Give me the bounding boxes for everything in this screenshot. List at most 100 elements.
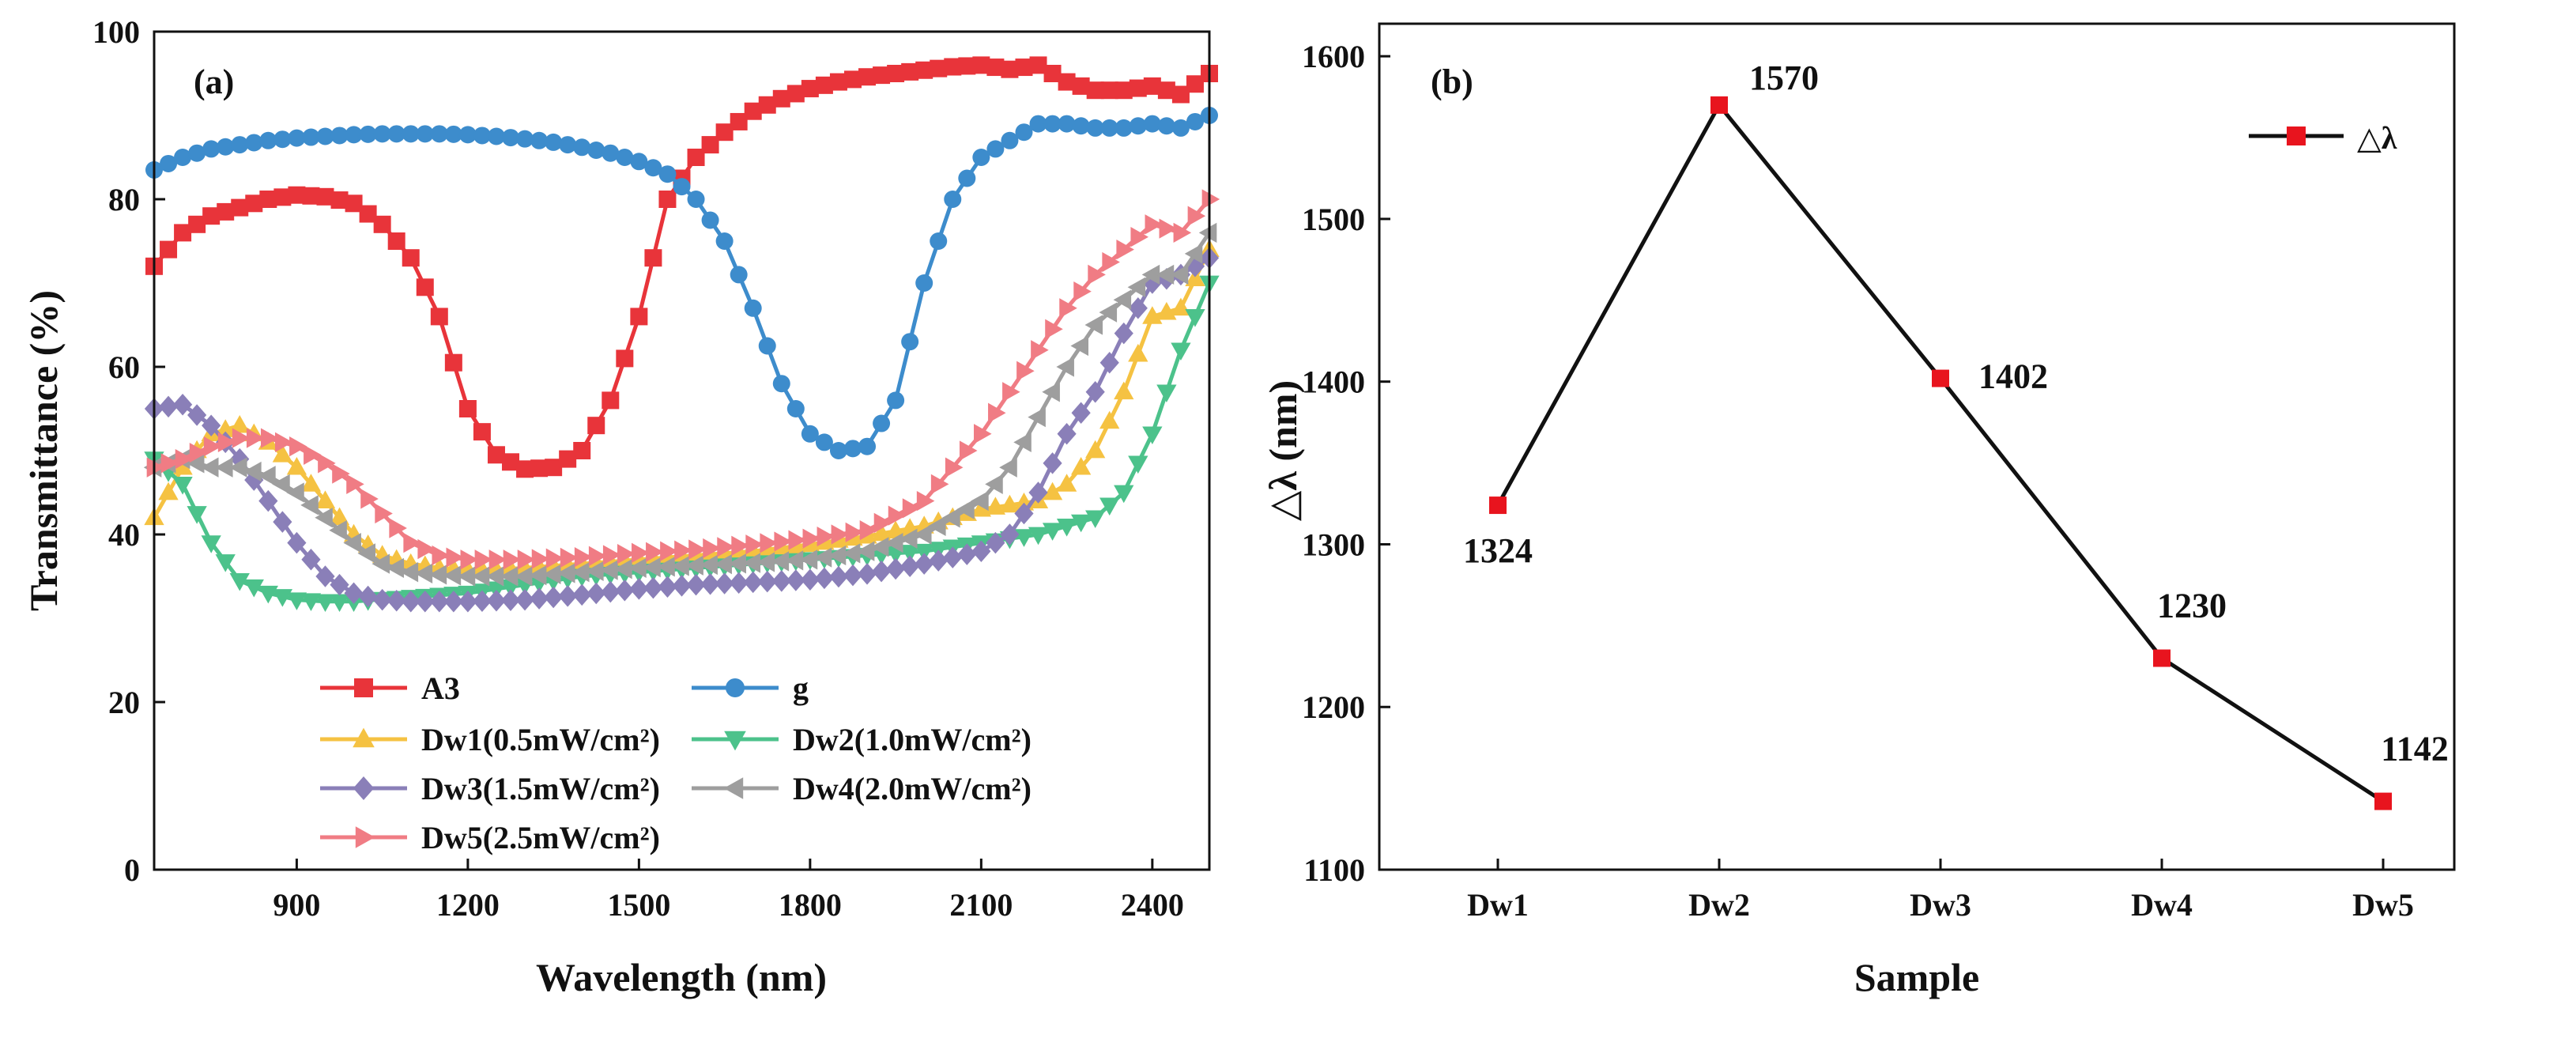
data-point-dw3-1-5mw-cm xyxy=(244,469,264,491)
data-point-g xyxy=(345,126,363,144)
data-point-g xyxy=(473,126,491,145)
data-label-dw2: 1570 xyxy=(1749,59,1819,97)
data-point-dw3-1-5mw-cm xyxy=(743,571,763,594)
data-point-dw3-1-5mw-cm xyxy=(1099,351,1119,374)
series-delta-lambda: 1324 1570 1402 1230 1142 xyxy=(1463,59,2449,810)
data-point-dw5-2-5mw-cm xyxy=(788,530,807,550)
panel-a-y-tick-label: 80 xyxy=(108,182,140,217)
data-point-dw5-2-5mw-cm xyxy=(403,532,421,553)
legend-label: Dw2(1.0mW/cm²) xyxy=(793,722,1032,757)
data-point-dw3-1-5mw-cm xyxy=(586,582,606,605)
data-point-dw1-0-5mw-cm xyxy=(1128,343,1148,362)
panel-a-x-axis-title: Wavelength (nm) xyxy=(536,955,827,999)
data-point-a3 xyxy=(487,446,505,464)
panel-a-x-tick-label: 2400 xyxy=(1121,887,1184,923)
data-point-g xyxy=(1086,119,1104,137)
data-point-dw3-1-5mw-cm xyxy=(658,576,677,598)
data-point-g xyxy=(1115,119,1133,137)
data-point-dw3-1-5mw-cm xyxy=(828,565,849,588)
data-point-dw5-2-5mw-cm xyxy=(503,549,522,570)
data-point-dw2-1-0mw-cm xyxy=(215,554,236,572)
data-point-g xyxy=(1143,115,1161,133)
data-point-g xyxy=(901,333,919,351)
data-point-g xyxy=(545,133,563,151)
panel-b-y-tick-label: 1300 xyxy=(1302,527,1365,562)
data-label-dw1: 1324 xyxy=(1463,531,1533,570)
data-point-dw4-2-0mw-cm xyxy=(200,457,219,478)
data-point-g xyxy=(1001,131,1019,149)
data-point-dw5-2-5mw-cm xyxy=(774,531,792,552)
data-point-a3 xyxy=(259,191,277,208)
data-point-dw5-2-5mw-cm xyxy=(945,457,964,478)
data-point-dw3-1-5mw-cm xyxy=(273,511,292,533)
legend-entry-dw5-2-5mw-cm: Dw5(2.5mW/cm²) xyxy=(320,820,660,855)
data-point-dw4-2-0mw-cm xyxy=(1013,432,1032,453)
data-point-a3 xyxy=(202,207,221,225)
data-point-dw5-2-5mw-cm xyxy=(930,474,949,495)
data-point-a3 xyxy=(174,224,192,242)
data-point-dw5-2-5mw-cm xyxy=(1173,222,1192,244)
data-point-dw4-2-0mw-cm xyxy=(357,543,375,564)
data-point-dw5-2-5mw-cm xyxy=(1002,382,1020,402)
data-point-a3 xyxy=(359,205,377,223)
data-point-dw5-2-5mw-cm xyxy=(488,549,507,570)
data-point-dw3-1-5mw-cm xyxy=(1028,481,1048,504)
data-point-dw5-2-5mw-cm xyxy=(389,518,407,538)
panel-b-delta-lambda-chart: 1324 1570 1402 1230 1142 Dw1 Dw2 Dw3 Dw4 Dw5 1100… xyxy=(1261,22,2456,999)
data-point-dw3-1-5mw-cm xyxy=(601,580,620,603)
data-point-dw4-2-0mw-cm xyxy=(1170,264,1189,285)
data-point-dw1-0-5mw-cm xyxy=(1042,481,1063,500)
data-point-a3 xyxy=(573,442,591,459)
legend-swatch-marker xyxy=(354,678,373,697)
data-point-dw3-1-5mw-cm xyxy=(315,565,335,587)
data-point-dw3-1-5mw-cm xyxy=(415,591,435,613)
data-point-dw5-2-5mw-cm xyxy=(232,428,251,448)
data-point-dw5-2-5mw-cm xyxy=(745,534,764,555)
data-point-dw5-2-5mw-cm xyxy=(859,520,878,541)
data-label-dw5: 1142 xyxy=(2381,730,2449,768)
legend-entry-dw4-2-0mw-cm: Dw4(2.0mW/cm²) xyxy=(692,771,1032,806)
data-point-g xyxy=(658,165,677,183)
data-point-dw1-0-5mw-cm xyxy=(286,457,307,475)
data-point-g xyxy=(930,232,948,250)
data-point-dw4-2-0mw-cm xyxy=(870,537,889,557)
data-point-dw4-2-0mw-cm xyxy=(671,556,689,576)
data-point-dw3-1-5mw-cm xyxy=(700,573,720,595)
data-point-dw4-2-0mw-cm xyxy=(742,553,761,573)
data-point-dw4-2-0mw-cm xyxy=(443,565,462,586)
panel-b-series-layer: 1324 1570 1402 1230 1142 xyxy=(1463,59,2449,810)
data-point-g xyxy=(502,129,520,147)
data-point-dw4-2-0mw-cm xyxy=(1056,357,1074,377)
data-point-dw2-1-0mw-cm xyxy=(1142,426,1163,444)
data-point-a3 xyxy=(815,76,833,94)
data-point-dw5-2-5mw-cm xyxy=(674,540,692,561)
data-point-dw2-1-0mw-cm xyxy=(172,477,193,495)
data-point-dw3-1-5mw-cm xyxy=(500,589,521,611)
data-point-g xyxy=(359,125,377,143)
data-point-dw4-2-0mw-cm xyxy=(286,482,304,503)
data-point-dw5-2-5mw-cm xyxy=(560,547,579,568)
data-point-g xyxy=(217,138,235,156)
panel-a-y-axis-title: Transmittance (%) xyxy=(21,290,66,611)
data-point-dw5-2-5mw-cm xyxy=(1130,227,1148,247)
panel-b-y-axis-title: △λ (nm) xyxy=(1261,380,1305,521)
data-point-g xyxy=(843,440,862,458)
data-point-dw4-2-0mw-cm xyxy=(315,508,333,528)
data-point-dw4-2-0mw-cm xyxy=(785,550,804,571)
data-point-dw4-2-0mw-cm xyxy=(300,495,319,515)
legend-entry-dw2-1-0mw-cm: Dw2(1.0mW/cm²) xyxy=(692,722,1032,757)
data-point-dw5-2-5mw-cm xyxy=(817,527,835,547)
data-point-g xyxy=(160,154,178,172)
data-point-g xyxy=(231,136,249,154)
data-point-dw5-2-5mw-cm xyxy=(460,549,479,570)
data-point-a3 xyxy=(473,423,491,441)
legend-swatch-marker xyxy=(724,731,746,751)
panel-b-y-tick-label: 1200 xyxy=(1302,689,1365,725)
data-point-dw5-2-5mw-cm xyxy=(175,448,194,470)
data-point-dw2-1-0mw-cm xyxy=(315,594,336,612)
data-point-a3 xyxy=(545,459,563,477)
data-point-dw4-2-0mw-cm xyxy=(985,474,1003,495)
data-point-a3 xyxy=(758,96,776,114)
data-point-dw4-2-0mw-cm xyxy=(1198,222,1217,244)
